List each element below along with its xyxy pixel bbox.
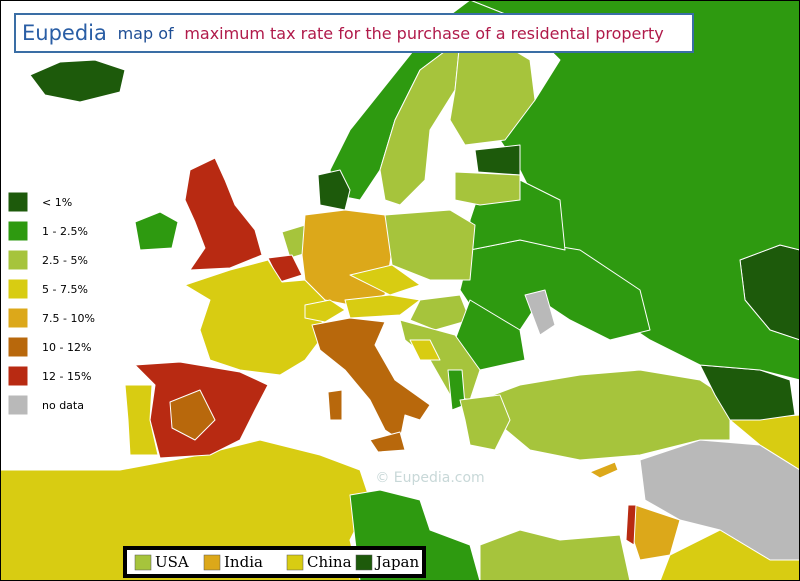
italy [311, 317, 431, 441]
portugal [124, 384, 159, 456]
comparison-label: Japan [374, 553, 420, 571]
legend-swatch [7, 249, 29, 271]
arabia [659, 529, 800, 581]
comparison-label: India [224, 553, 263, 571]
legend-swatch [7, 336, 29, 358]
comparison-swatch [286, 554, 304, 571]
moldova [524, 289, 556, 336]
legend-label: 1 - 2.5% [42, 225, 88, 238]
map-title: maximum tax rate for the purchase of a r… [184, 24, 663, 43]
madrid [169, 389, 216, 441]
uk [184, 157, 263, 271]
latvia-lithuania [454, 171, 521, 206]
legend-swatch [7, 365, 29, 387]
legend-label: < 1% [42, 196, 72, 209]
sardinia [327, 389, 343, 421]
comparison-label: China [307, 553, 352, 571]
greece [459, 394, 511, 451]
legend-label: 12 - 15% [42, 370, 91, 383]
legend-swatch [7, 220, 29, 242]
legend-swatch [7, 191, 29, 213]
connector: map of [118, 24, 174, 43]
czechia [349, 264, 421, 296]
legend-swatch [7, 394, 29, 416]
header-box [14, 13, 694, 53]
turkey [479, 369, 731, 461]
comparison-swatch [203, 554, 221, 571]
brand-name: Eupedia [22, 21, 107, 45]
israel [625, 504, 637, 546]
germany [301, 209, 393, 306]
watermark: © Eupedia.com [375, 470, 484, 486]
comparison-swatch [134, 554, 152, 571]
legend-label: 10 - 12% [42, 341, 91, 354]
ireland [134, 211, 179, 251]
comparison-label: USA [155, 553, 189, 571]
egypt [479, 529, 631, 581]
legend-label: 2.5 - 5% [42, 254, 88, 267]
cyprus [589, 461, 619, 479]
legend-swatch [7, 307, 29, 329]
sicily [369, 431, 406, 453]
denmark [317, 169, 351, 211]
comparison-legend: USA India China Japan [134, 553, 420, 571]
austria [344, 294, 421, 319]
iceland [29, 59, 126, 103]
legend-label: 5 - 7.5% [42, 283, 88, 296]
switzerland [304, 299, 346, 323]
legend-label: no data [42, 399, 84, 412]
bosnia [409, 339, 441, 361]
france [184, 259, 326, 376]
estonia [474, 144, 521, 176]
brand: Eupedia map of maximum tax rate for the … [22, 21, 664, 45]
sweden [379, 39, 461, 206]
comparison-legend-box [127, 550, 422, 574]
comparison-swatch [355, 554, 373, 571]
north-africa [0, 439, 371, 581]
legend-label: 7.5 - 10% [42, 312, 95, 325]
legend: < 1% 1 - 2.5% 2.5 - 5% 5 - 7.5% 7.5 - 10% 10 … [7, 191, 95, 416]
romania [454, 299, 526, 371]
hungary [409, 294, 471, 331]
legend-swatch [7, 278, 29, 300]
